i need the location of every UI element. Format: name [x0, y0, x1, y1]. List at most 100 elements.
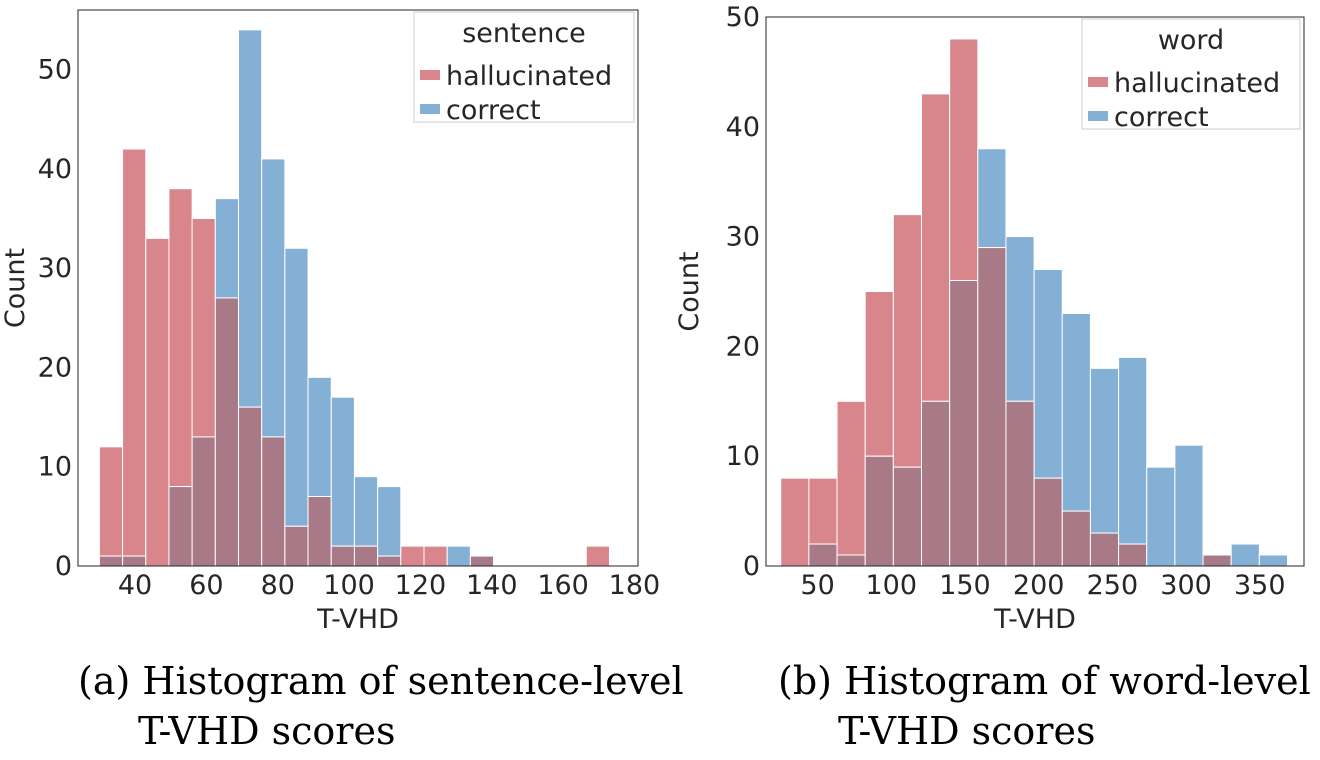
- x-axis: 40 60 80 100 120 140 160 180: [118, 570, 660, 601]
- bar-correct: [1061, 312, 1091, 512]
- bar-correct: [1005, 236, 1035, 402]
- plot-frame-border: [765, 16, 1305, 567]
- caption-word-level: (b) Histogram of word-level T-VHD scores: [778, 656, 1311, 756]
- x-tick-label: 160: [537, 570, 589, 601]
- bar-hallucinated: [400, 545, 425, 567]
- legend-label-correct: correct: [1114, 102, 1209, 133]
- legend-box: [1081, 18, 1301, 130]
- bar-correct: [1230, 543, 1260, 567]
- y-tick-label: 0: [743, 551, 760, 582]
- bar-overlap: [238, 406, 263, 567]
- y-tick-label: 40: [726, 112, 760, 143]
- x-tick-label: 100: [866, 570, 918, 601]
- bar-correct: [307, 376, 332, 498]
- legend-label-correct: correct: [446, 95, 541, 126]
- bar-hallucinated: [836, 400, 866, 556]
- y-axis: 0 10 20 30 40 50: [38, 55, 72, 582]
- bar-hallucinated: [808, 477, 838, 545]
- legend-swatch-correct: [420, 104, 440, 114]
- y-tick-label: 10: [38, 452, 72, 483]
- bar-overlap: [98, 555, 124, 567]
- bar-hallucinated: [145, 237, 170, 567]
- x-tick-label: 140: [466, 570, 518, 601]
- y-axis-label: Count: [674, 251, 705, 331]
- bar-overlap: [864, 455, 894, 567]
- y-tick-label: 50: [726, 2, 760, 33]
- bar-overlap: [1118, 543, 1148, 567]
- bar-overlap: [353, 545, 379, 567]
- caption-line2: T-VHD scores: [838, 709, 1096, 753]
- bar-correct: [261, 158, 286, 438]
- bar-hallucinated: [892, 214, 923, 468]
- bar-correct: [446, 545, 471, 567]
- x-tick-label: 100: [323, 570, 375, 601]
- y-tick-label: 10: [726, 441, 760, 472]
- bar-overlap: [307, 496, 332, 567]
- bar-hallucinated: [949, 38, 979, 282]
- bar-correct: [977, 148, 1007, 249]
- bar-overlap: [1061, 510, 1091, 567]
- bar-hallucinated: [423, 545, 448, 567]
- bar-correct: [1118, 356, 1148, 545]
- caption-tag: (b): [778, 659, 832, 703]
- y-tick-label: 30: [38, 253, 72, 284]
- plot-frame-border: [77, 9, 639, 567]
- bars: [98, 29, 610, 567]
- y-tick-label: 30: [726, 222, 760, 253]
- x-tick-label: 250: [1087, 570, 1139, 601]
- legend-title: sentence: [462, 18, 586, 49]
- bar-hallucinated: [168, 188, 193, 488]
- x-axis-label: T-VHD: [993, 604, 1076, 635]
- x-tick-label: 60: [189, 570, 223, 601]
- x-tick-label: 80: [261, 570, 295, 601]
- bar-overlap: [191, 436, 216, 567]
- x-tick-label: 120: [395, 570, 447, 601]
- y-axis: 0 10 20 30 40 50: [726, 2, 760, 582]
- legend-swatch-correct: [1088, 111, 1108, 121]
- bar-correct: [1033, 269, 1063, 479]
- bar-overlap: [1089, 532, 1120, 567]
- bar-hallucinated: [98, 446, 124, 557]
- bar-overlap: [808, 543, 838, 567]
- x-tick-label: 300: [1160, 570, 1212, 601]
- bar-correct: [214, 198, 240, 299]
- x-tick-label: 150: [939, 570, 991, 601]
- bar-overlap: [284, 525, 309, 567]
- bar-overlap: [330, 545, 355, 567]
- x-tick-label: 200: [1013, 570, 1065, 601]
- bar-overlap: [1005, 400, 1035, 567]
- bar-correct: [1174, 444, 1204, 567]
- bar-correct: [330, 396, 355, 547]
- y-tick-label: 40: [38, 154, 72, 185]
- bar-correct: [1258, 554, 1288, 567]
- bar-overlap: [377, 555, 402, 567]
- x-tick-label: 50: [800, 570, 834, 601]
- bar-overlap: [921, 400, 951, 567]
- bar-hallucinated: [585, 545, 610, 567]
- legend-swatch-hallucinated: [1088, 77, 1108, 87]
- bar-hallucinated: [921, 93, 951, 402]
- bar-overlap: [122, 555, 147, 567]
- legend-label-hallucinated: hallucinated: [446, 61, 612, 92]
- caption-line1: Histogram of sentence-level: [142, 659, 684, 703]
- bar-correct: [377, 486, 402, 557]
- y-axis-label: Count: [0, 248, 31, 328]
- x-axis-label: T-VHD: [316, 604, 399, 635]
- bar-hallucinated: [780, 477, 810, 567]
- x-tick-label: 40: [118, 570, 152, 601]
- caption-tag: (a): [78, 659, 131, 703]
- caption-line2: T-VHD scores: [138, 709, 396, 753]
- x-tick-label: 350: [1234, 570, 1286, 601]
- bar-overlap: [1033, 477, 1063, 567]
- bar-correct: [353, 476, 379, 547]
- bar-correct: [284, 247, 309, 527]
- bar-overlap: [214, 297, 240, 567]
- bars: [780, 38, 1288, 567]
- y-tick-label: 50: [38, 55, 72, 86]
- word-level-histogram: 0 10 20 30 40 50 50 100 150 200 250 300 350 T-VHD Coun…: [674, 2, 1305, 635]
- bar-overlap: [949, 280, 979, 567]
- bar-overlap: [168, 486, 193, 567]
- y-tick-label: 20: [726, 331, 760, 362]
